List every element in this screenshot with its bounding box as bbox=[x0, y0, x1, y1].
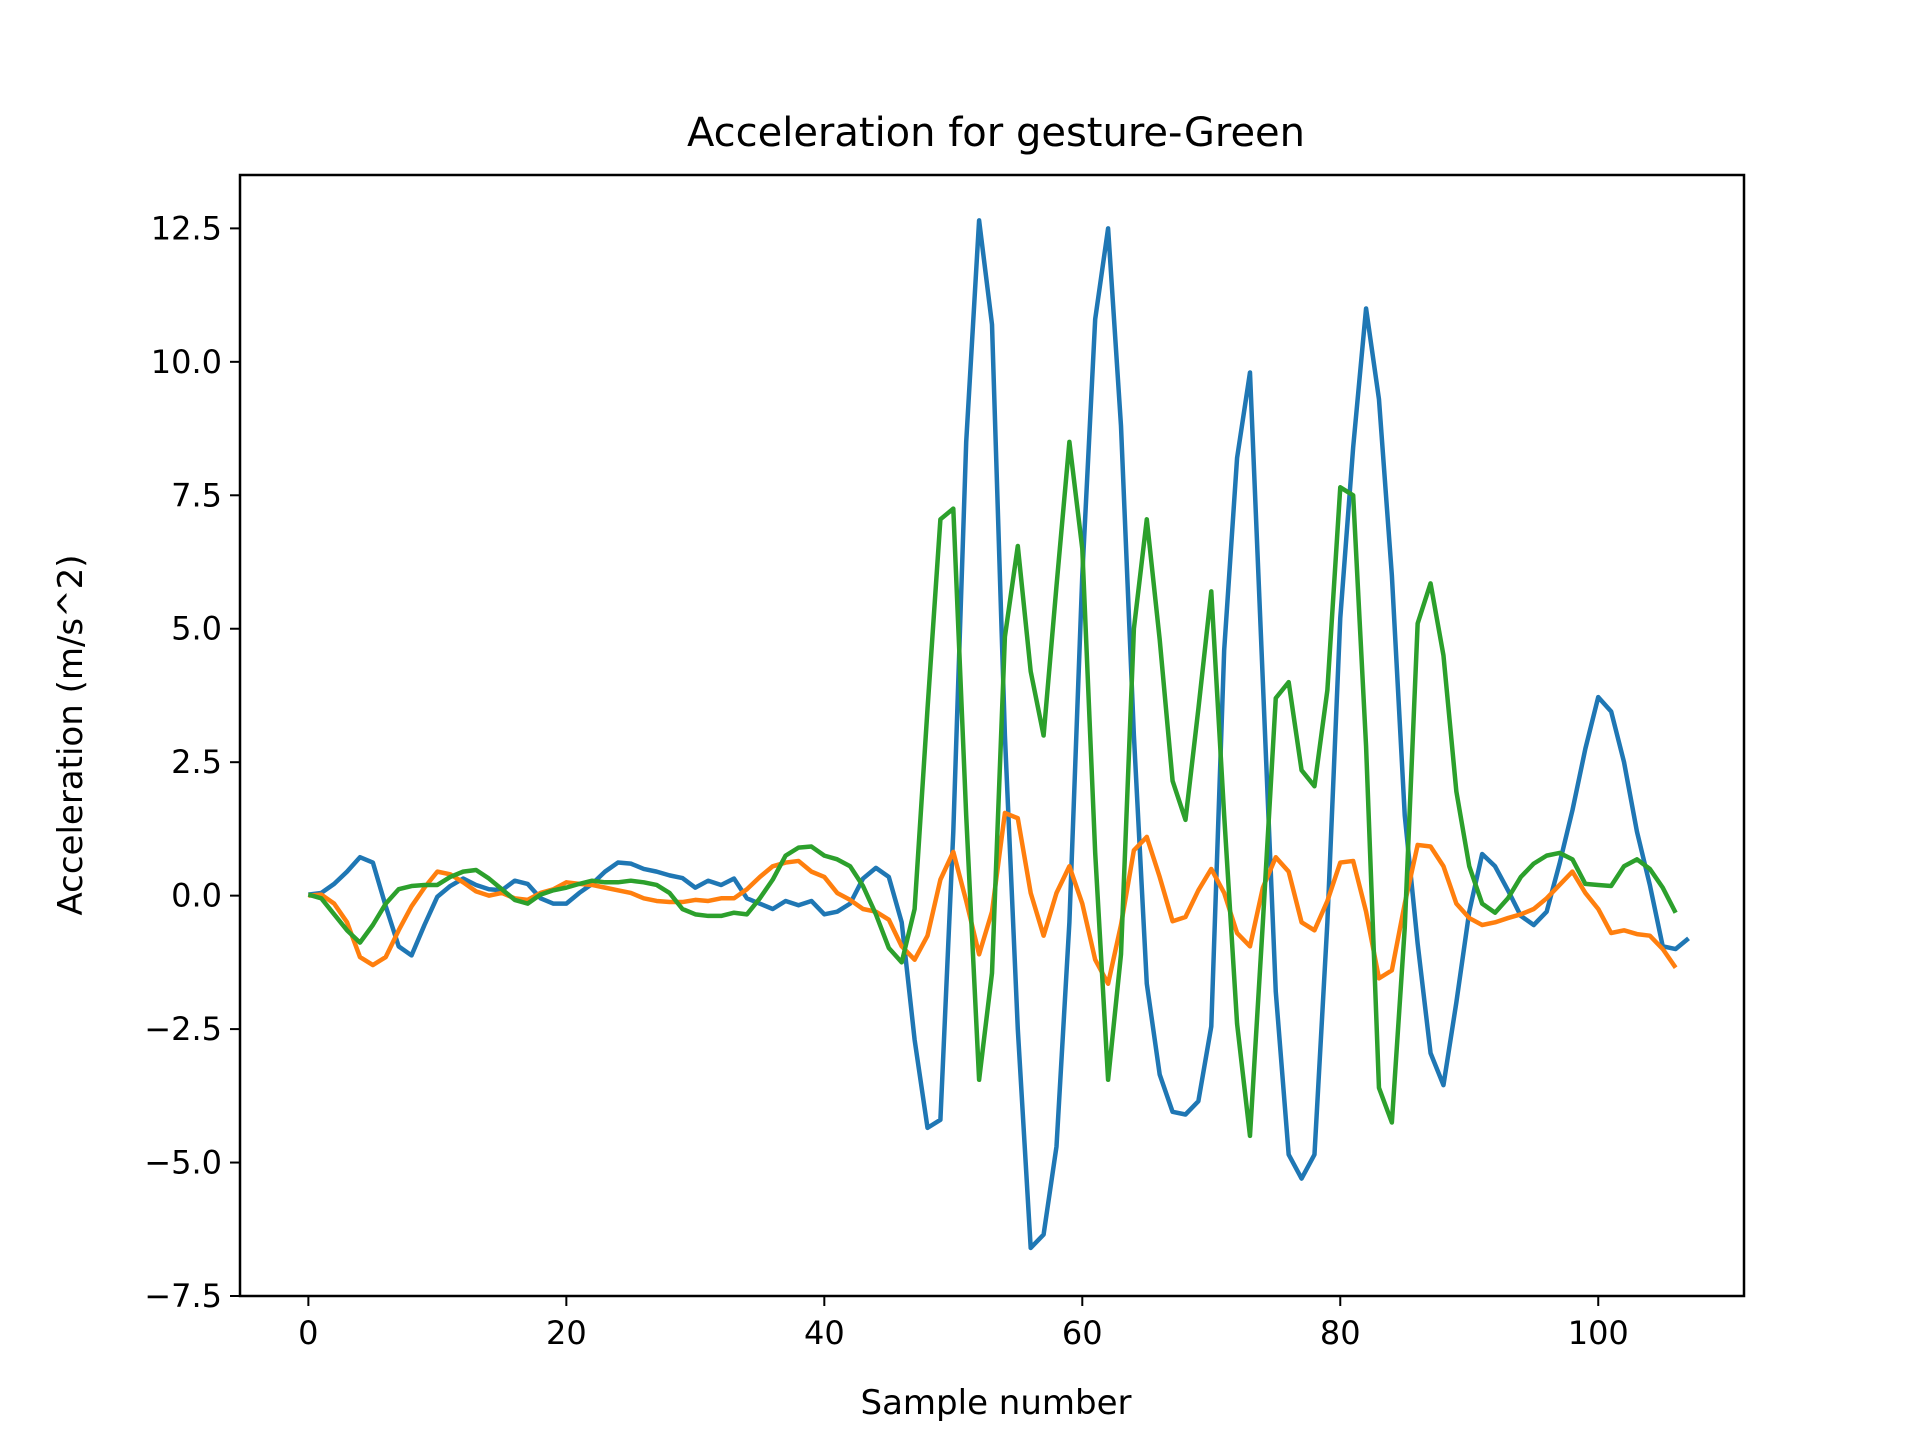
y-tick-label: 0.0 bbox=[171, 877, 222, 915]
x-tick-label: 80 bbox=[1320, 1314, 1361, 1352]
x-tick-label: 60 bbox=[1062, 1314, 1103, 1352]
y-tick-label: 12.5 bbox=[151, 209, 222, 247]
y-tick-label: 5.0 bbox=[171, 610, 222, 648]
x-tick-label: 0 bbox=[298, 1314, 318, 1352]
y-tick-label: −7.5 bbox=[144, 1277, 222, 1315]
y-tick-label: 2.5 bbox=[171, 743, 222, 781]
series-line-3 bbox=[307, 439, 1678, 1139]
y-axis: −7.5 −5.0 −2.5 0.0 2.5 5.0 7.5 10.0 12.5 bbox=[144, 209, 240, 1315]
y-tick-label: −5.0 bbox=[144, 1144, 222, 1182]
y-axis-label: Acceleration (m/s^2) bbox=[51, 554, 91, 915]
plot-area bbox=[307, 218, 1690, 1251]
x-tick-label: 20 bbox=[546, 1314, 587, 1352]
y-tick-label: 7.5 bbox=[171, 476, 222, 514]
x-axis-label: Sample number bbox=[861, 1383, 1132, 1423]
y-tick-label: −2.5 bbox=[144, 1010, 222, 1048]
y-tick-label: 10.0 bbox=[151, 343, 222, 381]
x-tick-label: 40 bbox=[804, 1314, 845, 1352]
x-tick-label: 100 bbox=[1568, 1314, 1629, 1352]
plot-frame bbox=[238, 173, 1746, 1298]
chart-title: Acceleration for gesture-Green bbox=[687, 110, 1305, 156]
series-group bbox=[307, 218, 1690, 1251]
x-axis: 0 20 40 60 80 100 bbox=[298, 1296, 1629, 1352]
